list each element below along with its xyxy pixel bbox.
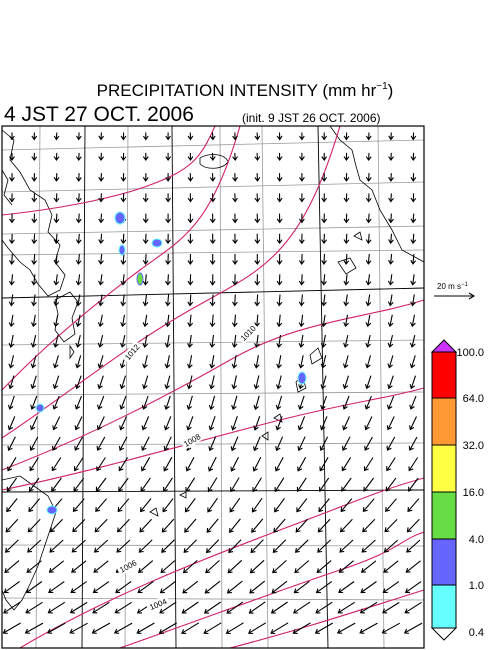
wind-reference-superscript: −1 [461,282,469,288]
colorbar-label: 16.0 [463,487,484,499]
colorbar-box [431,351,457,399]
isobar-label-bg [121,340,143,364]
isobar-label-bg [145,595,171,613]
title-close: ) [388,81,394,100]
colorbar-label: 32.0 [463,440,484,452]
colorbar-top [430,339,458,353]
isobar-label-bg [236,321,260,345]
colorbar-label: 4.0 [469,534,484,546]
colorbar-label: 1.0 [469,580,484,592]
colorbar-label: 64.0 [463,393,484,405]
colorbar-box [431,444,457,493]
precipitation-cells [35,211,307,515]
init-time: (init. 9 JST 26 OCT. 2006) [242,111,381,125]
map-frame [1,125,425,649]
colorbar-box [431,397,457,446]
isobar-label-bg [179,430,205,450]
isobar-label-bg [115,556,141,576]
colorbar-bottom [430,627,458,641]
colorbar-box [431,491,457,540]
colorbar-label: 100.0 [456,347,484,359]
wind-arrows [2,132,423,635]
colorbar-label: 0.4 [469,627,484,639]
colorbar: 100.0 64.0 32.0 16.0 4.0 1.0 0.4 [430,339,484,641]
wind-reference-text: 20 m s [437,282,461,291]
valid-time: 4 JST 27 OCT. 2006 [4,103,194,126]
wind-reference-arrow [434,292,476,300]
title-superscript: −1 [376,81,388,92]
wind-reference: 20 m s−1 [434,282,476,300]
title-text: PRECIPITATION INTENSITY (mm hr [97,81,377,100]
wind-vectors [2,132,423,635]
isobars [1,125,425,649]
map-title: PRECIPITATION INTENSITY (mm hr−1) [97,81,394,100]
colorbar-box [431,584,457,629]
colorbar-box [431,538,457,586]
wind-reference-label: 20 m s−1 [437,282,469,291]
